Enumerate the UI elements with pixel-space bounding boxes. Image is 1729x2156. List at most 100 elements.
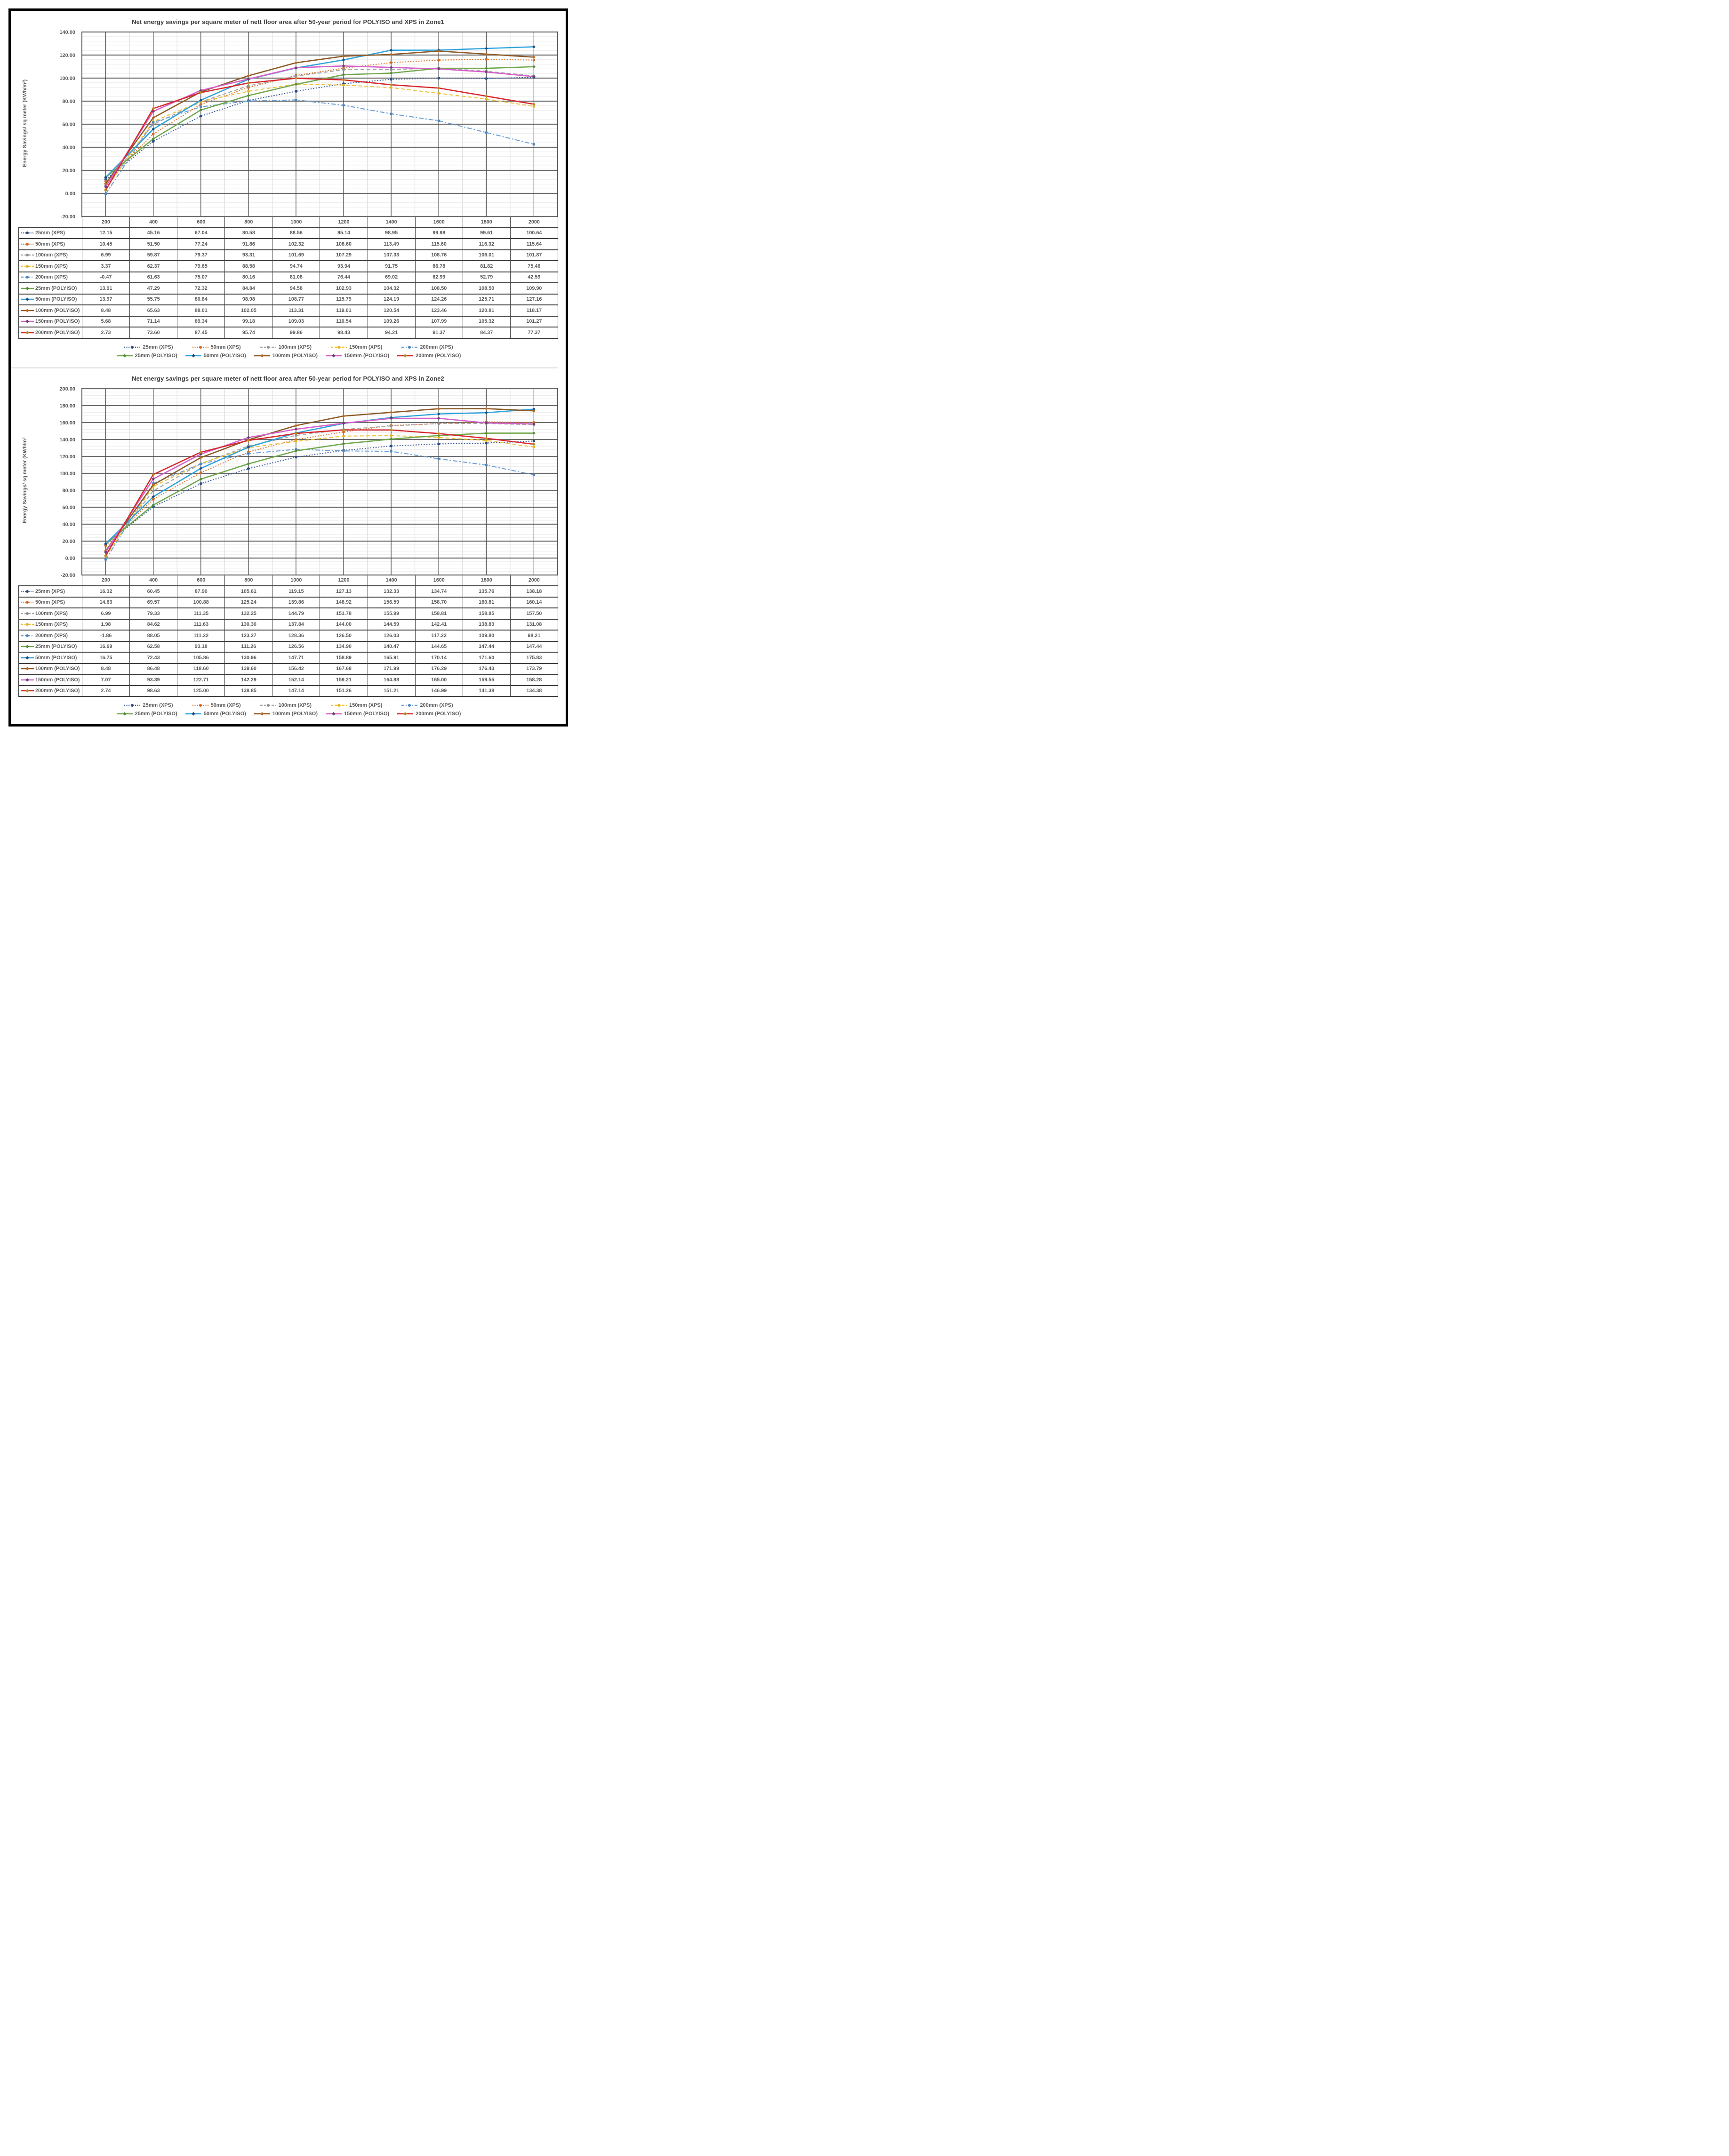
value-cell: 93.39 bbox=[129, 674, 178, 686]
table-row: 150mm (POLYISO) 7.07 93.39 122.71 142.29 152.… bbox=[18, 674, 558, 686]
series-marker bbox=[532, 75, 536, 79]
legend-key-icon bbox=[21, 612, 34, 615]
series-marker bbox=[199, 471, 202, 474]
legend-item-label: 200mm (POLYISO) bbox=[416, 711, 461, 717]
value-cell: 108.50 bbox=[462, 282, 511, 295]
series-name-label: 100mm (XPS) bbox=[35, 252, 68, 258]
legend-item-label: 50mm (XPS) bbox=[210, 344, 241, 350]
y-tick-label: 0.00 bbox=[65, 191, 75, 197]
value-cell: 80.16 bbox=[224, 271, 273, 283]
series-marker bbox=[437, 422, 440, 425]
series-marker bbox=[390, 434, 393, 437]
value-cell: 126.03 bbox=[367, 630, 416, 642]
value-cell: 91.86 bbox=[224, 238, 273, 250]
legend-item: 150mm (XPS) bbox=[330, 344, 382, 350]
series-marker bbox=[389, 410, 393, 414]
value-cell: 86.48 bbox=[129, 663, 178, 675]
table-row: 25mm (POLYISO) 13.91 47.29 72.32 84.84 94.58 1… bbox=[18, 282, 558, 295]
value-cell: 69.57 bbox=[129, 596, 178, 608]
value-cell: 111.26 bbox=[224, 640, 273, 653]
series-marker bbox=[152, 132, 155, 136]
value-cell: 91.75 bbox=[367, 260, 416, 272]
table-row: 50mm (POLYISO) 13.97 55.75 80.84 98.98 108.77… bbox=[18, 293, 558, 305]
legend-item: 50mm (POLYISO) bbox=[185, 353, 246, 359]
x-category-label: 2000 bbox=[510, 575, 558, 586]
value-cell: 165.91 bbox=[367, 652, 416, 664]
value-cell: 109.26 bbox=[367, 315, 416, 327]
series-marker bbox=[484, 431, 488, 435]
series-marker bbox=[342, 68, 345, 72]
value-cell: 16.69 bbox=[81, 640, 130, 653]
value-cell: 119.15 bbox=[272, 585, 320, 598]
value-cell: 94.58 bbox=[272, 282, 320, 295]
series-marker bbox=[484, 436, 488, 440]
zone2-plot-area: 200.00 180.00 160.00 140.00 120.00 100.00 80.0… bbox=[59, 386, 558, 578]
table-row: 50mm (XPS) 14.63 69.57 100.88 125.24 139.86 14… bbox=[18, 596, 558, 608]
series-marker bbox=[199, 455, 203, 459]
legend-item: 100mm (XPS) bbox=[260, 344, 312, 350]
series-marker bbox=[484, 94, 488, 98]
value-cell: 87.90 bbox=[177, 585, 225, 598]
zone2-legend: 25mm (XPS) 50mm (XPS) 100mm (XPS) 150mm (XP… bbox=[18, 697, 559, 719]
y-tick-label: 80.00 bbox=[62, 488, 75, 494]
value-cell: 123.27 bbox=[224, 630, 273, 642]
legend-key-icon bbox=[331, 345, 347, 349]
value-cell: 158.85 bbox=[462, 607, 511, 620]
series-line bbox=[105, 78, 534, 191]
legend-item: 150mm (POLYISO) bbox=[325, 353, 389, 359]
legend-key-icon bbox=[124, 704, 141, 707]
legend-key-icon bbox=[21, 623, 34, 626]
value-cell: 134.38 bbox=[510, 685, 558, 697]
value-cell: 100.64 bbox=[510, 227, 558, 239]
series-marker bbox=[152, 123, 155, 126]
value-cell: 62.37 bbox=[129, 260, 178, 272]
series-marker bbox=[247, 84, 250, 88]
series-marker bbox=[485, 439, 488, 442]
series-marker bbox=[437, 407, 440, 410]
series-line bbox=[105, 83, 534, 190]
series-marker bbox=[437, 92, 440, 95]
series-name-cell: 150mm (XPS) bbox=[18, 618, 82, 631]
series-marker bbox=[532, 442, 536, 446]
series-marker bbox=[152, 107, 155, 111]
series-name-label: 150mm (XPS) bbox=[35, 622, 68, 628]
series-marker bbox=[484, 411, 488, 415]
legend-item: 200mm (XPS) bbox=[401, 344, 453, 350]
series-marker bbox=[390, 449, 393, 453]
series-marker bbox=[152, 140, 155, 143]
series-marker bbox=[437, 431, 440, 435]
series-name-label: 200mm (POLYISO) bbox=[35, 329, 80, 335]
value-cell: 111.63 bbox=[177, 618, 225, 631]
series-marker bbox=[389, 437, 393, 441]
value-cell: 113.49 bbox=[367, 238, 416, 250]
series-marker bbox=[294, 449, 298, 453]
value-cell: 138.83 bbox=[462, 618, 511, 631]
value-cell: 105.32 bbox=[462, 315, 511, 327]
value-cell: 140.47 bbox=[367, 640, 416, 653]
series-marker bbox=[484, 66, 488, 70]
legend-item-label: 150mm (XPS) bbox=[349, 344, 383, 350]
series-marker bbox=[199, 108, 203, 112]
series-line bbox=[105, 421, 534, 546]
series-marker bbox=[342, 83, 345, 87]
x-category-label: 600 bbox=[177, 217, 225, 228]
value-cell: -1.86 bbox=[81, 630, 130, 642]
series-marker bbox=[247, 462, 250, 465]
series-marker bbox=[342, 104, 345, 107]
legend-key-icon bbox=[21, 242, 34, 246]
legend-key-icon bbox=[21, 254, 34, 257]
table-row: 200mm (POLYISO) 2.74 98.63 125.00 138.85 147.… bbox=[18, 685, 558, 697]
series-line bbox=[105, 408, 534, 544]
section-divider bbox=[11, 367, 558, 368]
series-marker bbox=[295, 90, 297, 93]
series-marker bbox=[390, 61, 393, 64]
value-cell: 127.16 bbox=[510, 293, 558, 305]
legend-key-icon bbox=[397, 712, 414, 716]
series-marker bbox=[294, 82, 298, 86]
series-line bbox=[105, 407, 534, 551]
series-marker bbox=[485, 77, 488, 80]
series-marker bbox=[199, 103, 202, 106]
series-marker bbox=[485, 463, 488, 466]
series-marker bbox=[104, 554, 107, 557]
zone1-plot-area: 140.00 120.00 100.00 80.00 60.00 40.00 20.00 0.… bbox=[59, 30, 558, 220]
